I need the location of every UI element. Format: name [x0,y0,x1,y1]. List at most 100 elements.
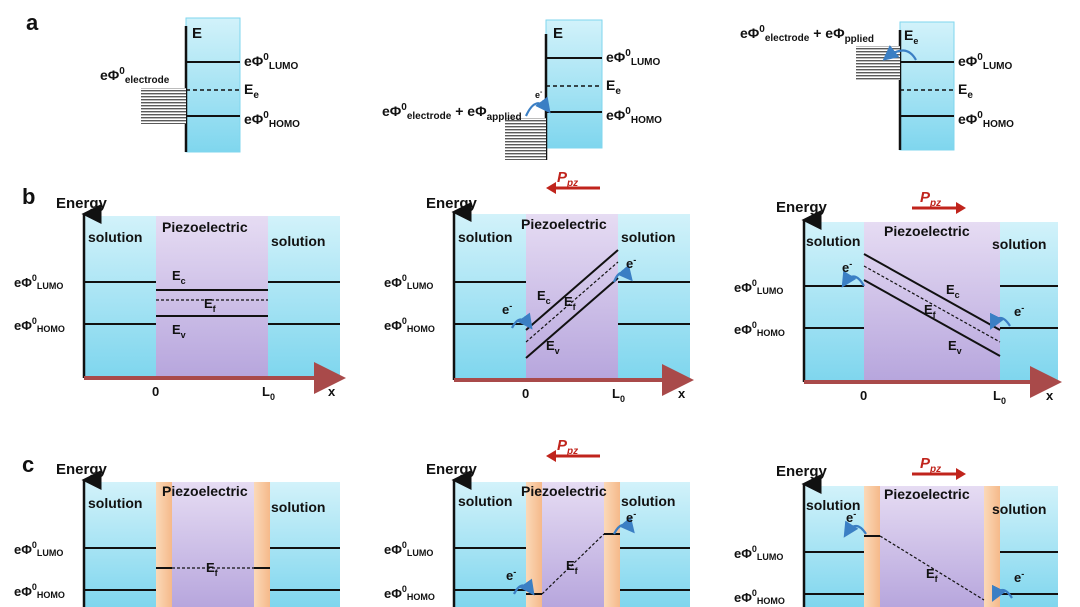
electron-label-left: e- [846,509,856,525]
x-axis-label: x [1046,388,1054,403]
solution-right-label: solution [992,501,1046,517]
polarization-arrow-head [956,202,966,214]
lumo-label: eΦ0LUMO [244,52,299,72]
energy-label: Energy [56,461,108,478]
piezoelectric-region [880,486,984,607]
barrier-right [254,482,270,607]
ec-label: Ec [172,268,186,286]
solution-right-label: solution [992,236,1046,252]
solution-right-label: solution [271,233,325,249]
molecule-box [185,17,241,153]
electrode-plus-applied-label: eΦ0electrode + eΦpplied [740,24,874,45]
ee-label: Ee [606,77,621,97]
solution-left-label: solution [88,495,142,511]
solution-right-region [1000,486,1058,607]
electron-label-right: e- [1014,303,1024,319]
polarization-arrow-head [956,468,966,480]
panel-b-diagram-3: Ppz e- e- Energy solution Piezoelectric … [734,189,1062,406]
solution-left-region [804,486,864,607]
ec-label: Ec [946,282,960,300]
x-axis-label: x [678,386,686,401]
homo-label: eΦ0HOMO [384,316,435,334]
piezoelectric-label: Piezoelectric [884,486,970,502]
homo-label: eΦ0HOMO [734,588,785,606]
panel-a-diagram-2: e- E eΦ0LUMO Ee eΦ0HOMO eΦ0electrode + e… [382,19,662,160]
ef-band [879,535,985,601]
lumo-label: eΦ0LUMO [384,273,433,291]
ef-label: Ef [204,296,217,314]
solution-left-region [84,216,156,376]
barrier-right [604,482,620,607]
electron-label-left: e- [506,567,516,583]
lumo-label: eΦ0LUMO [14,273,63,291]
ev-label: Ev [948,338,962,356]
energy-label: Energy [426,195,478,212]
solution-right-label: solution [271,499,325,515]
ec-label: Ec [537,288,551,306]
piezoelectric-region [864,222,1000,380]
panel-b-diagram-2: Ppz e- e- Energy solution Piezoelectric … [384,169,694,404]
ef-band [863,265,1001,343]
solution-right-region [1000,222,1058,380]
solution-left-region [804,222,864,380]
electron-transfer-arrow-left [841,270,865,288]
energy-label: Energy [56,195,108,212]
ppz-label: Ppz [920,189,941,209]
solution-right-region [618,214,690,378]
x-tick-l0: L0 [993,388,1006,406]
barrier-left [864,486,880,607]
solution-left-label: solution [88,229,142,245]
piezoelectric-label: Piezoelectric [162,483,248,499]
electrode-fermi-hatch [856,46,900,80]
ef-label: Ef [206,560,219,578]
ppz-label: Ppz [920,455,941,475]
solution-left-region [454,482,526,607]
panel-c-diagram-2: Ppz e- e- Energy solution Piezoelectric … [384,437,690,607]
electron-label-right: e- [626,509,636,525]
ee-label: Ee [244,81,259,101]
ef-label: Ef [564,294,577,312]
electron-transfer-arrow-left [511,312,533,330]
piezoelectric-label: Piezoelectric [521,216,607,232]
molecule-box [899,21,955,151]
electron-transfer-arrow [524,96,551,117]
lumo-label: eΦ0LUMO [606,48,661,68]
homo-label: eΦ0HOMO [244,110,300,130]
polarization-arrow-head [546,182,556,194]
ev-band [525,277,619,359]
ef-band [525,261,619,343]
piezoelectric-region [542,482,604,607]
panel-label-b: b [22,184,35,209]
electrode-label: eΦ0electrode [100,66,170,86]
barrier-left [526,482,542,607]
electrode-fermi-hatch [141,88,186,124]
solution-left-region [454,214,526,378]
x-tick-l0: L0 [612,386,625,404]
ev-label: Ev [546,338,560,356]
ef-label: Ef [924,302,937,320]
electron-label: e- [535,89,543,100]
energy-e-label: E [192,25,202,42]
electron-transfer-arrow [882,45,917,61]
panel-a-diagram-1: E eΦ0LUMO Ee eΦ0HOMO eΦ0electrode [100,17,300,153]
solution-left-label: solution [806,233,860,249]
ec-band [525,249,619,331]
piezoelectric-region [172,482,254,607]
energy-label: Energy [776,199,828,216]
ee-label: Ee [958,81,973,101]
energy-e-label: E [553,25,563,42]
homo-label: eΦ0HOMO [14,582,65,600]
panel-label-c: c [22,452,34,477]
panel-c-diagram-3: Ppz e- e- Energy solution Piezoelectric … [734,455,1058,607]
panel-b-diagram-1: Energy solution Piezoelectric solution E… [14,195,346,402]
panel-a-diagram-3: Ee eΦ0LUMO Ee eΦ0HOMO eΦ0electrode + eΦp… [740,21,1014,151]
x-tick-l0: L0 [262,384,275,402]
piezoelectric-region [526,214,618,378]
solution-left-label: solution [806,497,860,513]
ev-band [863,279,1001,357]
electrode-plus-applied-label: eΦ0electrode + eΦapplied [382,102,522,123]
ec-band [863,253,1001,331]
x-tick-0: 0 [152,384,159,399]
homo-label: eΦ0HOMO [14,316,65,334]
